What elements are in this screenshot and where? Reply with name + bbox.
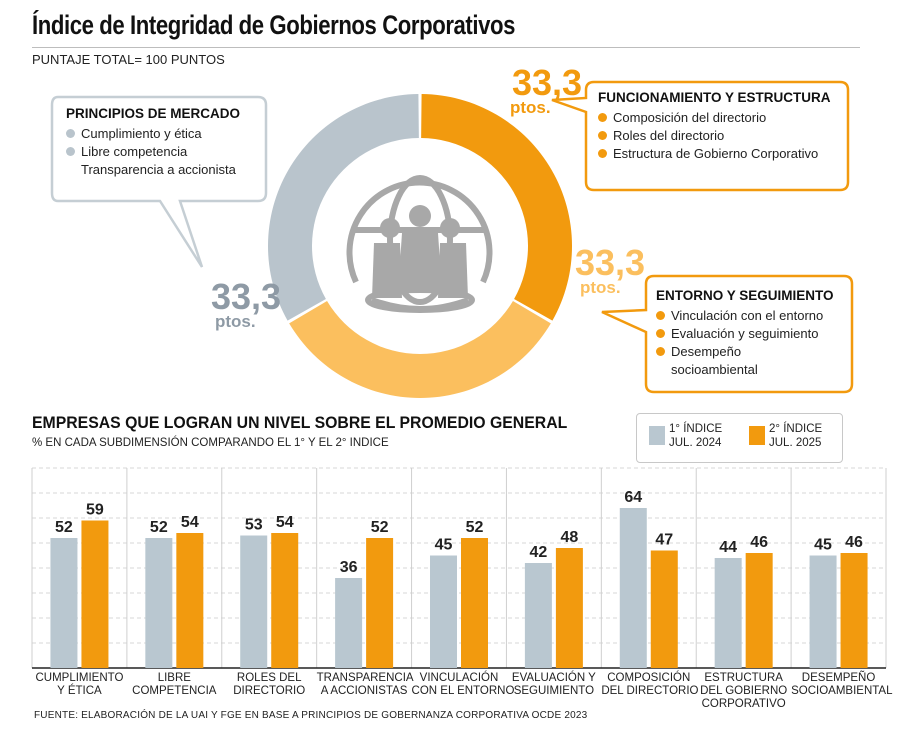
bar-2025 [81,520,109,668]
bar-2025 [555,548,583,668]
x-tick-label: VINCULACIÓN CON EL ENTORNO [411,672,515,697]
donut-value-entorno: 33,3 ptos. [575,242,646,297]
bullet-icon [66,147,75,156]
bar-value-label: 46 [845,534,863,551]
chart-legend: 1° ÍNDICE JUL. 2024 2° ÍNDICE JUL. 2025 [636,413,843,463]
x-tick-label: ESTRUCTURA DEL GOBIERNO CORPORATIVO [700,672,788,710]
bar-2024 [240,535,268,668]
callout-item: socioambiental [671,362,758,377]
bar-2025 [271,533,299,668]
bar-value-label: 54 [276,514,294,531]
callout-item: Desempeño [656,343,834,361]
bullet-icon [66,129,75,138]
x-tick-label: LIBRE COMPETENCIA [132,672,217,697]
donut-chart [267,94,572,398]
bar-value-label: 52 [150,519,168,536]
callout-item: Vinculación con el entorno [656,307,834,325]
donut-value-funcionamiento: 33,3 ptos. [510,62,583,117]
bullet-icon [656,347,665,356]
bar-value-label: 59 [86,502,104,519]
bar-2024 [145,538,173,668]
callout-entorno: ENTORNO Y SEGUIMIENTO Vinculación con el… [656,288,834,379]
callout-item: Transparencia a accionista [81,162,236,177]
people-globe-icon [346,175,493,313]
bar-2024 [430,555,457,668]
bar-2025 [650,550,678,668]
callout-frame-entorno [601,274,854,394]
callout-title: PRINCIPIOS DE MERCADO [66,106,241,121]
bar-value-label: 42 [529,544,547,561]
x-tick-label: COMPOSICIÓN DEL DIRECTORIO [601,672,699,697]
callout-item: Evaluación y seguimiento [656,325,834,343]
bar-2024 [714,558,742,668]
callout-item: Estructura de Gobierno Corporativo [598,145,831,163]
donut-value-mercado: 33,3 ptos. [211,276,282,331]
bar-value-label: 64 [624,489,642,506]
callout-mercado: PRINCIPIOS DE MERCADO Cumplimiento y éti… [66,106,240,179]
x-tick-label: TRANSPARENCIA A ACCIONISTAS [316,672,414,697]
page-subtitle: PUNTAJE TOTAL= 100 PUNTOS [32,52,225,67]
callout-item: Cumplimiento y ética [66,125,240,143]
donut-segment-1 [289,300,551,398]
callout-item: Roles del directorio [598,127,831,145]
bar-2025 [176,533,204,668]
callout-title: FUNCIONAMIENTO Y ESTRUCTURA [598,90,831,105]
bar-value-label: 47 [655,532,673,549]
x-tick-label: CUMPLIMIENTO Y ÉTICA [35,672,124,697]
callout-item: Libre competencia [66,143,240,161]
donut-segment-2 [267,94,419,321]
legend-swatch [649,426,665,445]
x-tick-label: DESEMPEÑO SOCIOAMBIENTAL [791,672,893,697]
bullet-icon [598,149,607,158]
bar-chart-subtitle: % EN CADA SUBDIMENSIÓN COMPARANDO EL 1° … [32,437,389,449]
bar-2025 [366,538,394,668]
bar-2024 [335,578,363,668]
legend-item-2025: 2° ÍNDICE JUL. 2025 [749,422,822,450]
bar-value-label: 36 [340,559,358,576]
bar-chart-title: EMPRESAS QUE LOGRAN UN NIVEL SOBRE EL PR… [32,413,568,432]
callout-frame-funcionamiento [551,80,850,192]
callout-title: ENTORNO Y SEGUIMIENTO [656,288,834,303]
bar-value-label: 45 [814,537,832,554]
bar-value-label: 53 [245,517,263,534]
callout-item: Composición del directorio [598,109,831,127]
callout-funcionamiento: FUNCIONAMIENTO Y ESTRUCTURA Composición … [598,90,831,163]
bar-2025 [461,538,488,668]
bar-value-label: 44 [719,539,737,556]
bullet-icon [656,311,665,320]
donut-segment-0 [421,94,572,321]
page-title: Índice de Integridad de Gobiernos Corpor… [32,10,516,40]
people-icon [372,205,468,298]
bullet-icon [598,113,607,122]
bullet-icon [598,131,607,140]
bar-value-label: 48 [560,529,578,546]
bar-value-label: 52 [371,519,389,536]
x-tick-label: ROLES DEL DIRECTORIO [233,672,306,697]
bullet-icon [656,329,665,338]
bar-value-label: 46 [750,534,768,551]
bar-2024 [524,563,552,668]
bar-value-label: 45 [435,537,453,554]
legend-swatch [749,426,765,445]
bar-2024 [809,555,837,668]
title-divider [32,47,860,48]
bar-2025 [840,553,868,668]
bar-2024 [50,538,78,668]
bar-value-label: 52 [55,519,73,536]
source-note: FUENTE: ELABORACIÓN DE LA UAI Y FGE EN B… [34,710,588,721]
legend-item-2024: 1° ÍNDICE JUL. 2024 [649,422,722,450]
bar-value-label: 54 [181,514,199,531]
bar-2025 [745,553,773,668]
bar-value-label: 52 [466,519,484,536]
x-tick-label: EVALUACIÓN Y SEGUIMIENTO [511,672,596,697]
bar-2024 [619,508,647,668]
callout-frame-mercado [50,95,268,268]
